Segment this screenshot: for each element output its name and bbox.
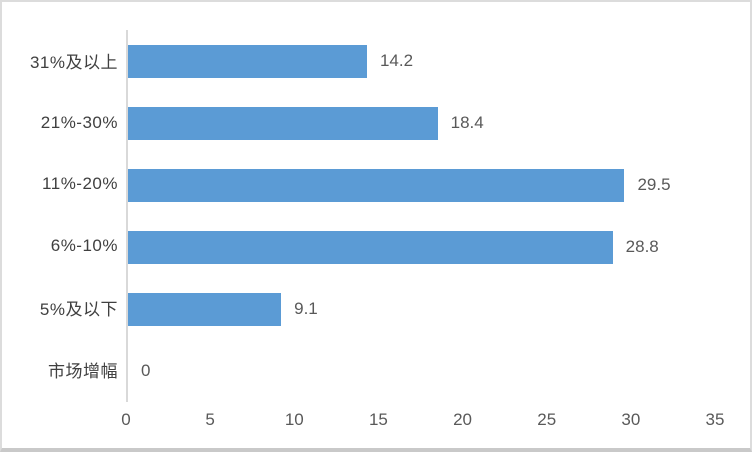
value-label: 28.8	[625, 237, 659, 256]
value-label: 29.5	[637, 175, 671, 194]
category-label: 31%及以上	[29, 53, 118, 73]
x-tick-label: 30	[621, 410, 641, 429]
value-label: 18.4	[450, 113, 484, 132]
bar-row: 14.2	[128, 30, 717, 92]
x-axis-tick-labels: 0 5 10 15 20 25 30 35	[121, 402, 724, 436]
bar	[128, 230, 613, 264]
bar	[128, 44, 367, 78]
x-tick-label: 35	[705, 410, 725, 429]
category-label: 6%-10%	[50, 235, 118, 255]
category-label: 5%及以下	[39, 300, 118, 320]
x-tick-label: 5	[205, 410, 215, 429]
x-tick-label: 20	[453, 410, 473, 429]
x-tick-label: 25	[537, 410, 557, 429]
bar-rows: 14.2 18.4 29.5 28.8 9.1 0	[128, 30, 717, 402]
bar-row: 0	[128, 340, 717, 402]
bar-row: 29.5	[128, 154, 717, 216]
plot-area: 14.2 18.4 29.5 28.8 9.1 0	[126, 30, 717, 402]
bar-row: 28.8	[128, 216, 717, 278]
category-axis-labels: 31%及以上 21%-30% 11%-20% 6%-10% 5%及以下市场增幅	[2, 30, 118, 400]
x-tick-label: 10	[284, 410, 304, 429]
category-label: 21%-30%	[40, 112, 118, 132]
category-label: 11%-20%	[42, 174, 118, 194]
value-label: 14.2	[379, 51, 414, 70]
value-label: 0	[141, 361, 151, 380]
x-tick-label: 0	[121, 410, 131, 429]
bar	[128, 106, 438, 140]
bar	[128, 168, 625, 202]
x-tick-label: 15	[368, 410, 388, 429]
category-label: 市场增幅	[48, 361, 118, 381]
bar-row: 18.4	[128, 92, 717, 154]
bar-row: 9.1	[128, 278, 717, 340]
bar	[128, 292, 282, 326]
value-label: 9.1	[294, 299, 318, 318]
